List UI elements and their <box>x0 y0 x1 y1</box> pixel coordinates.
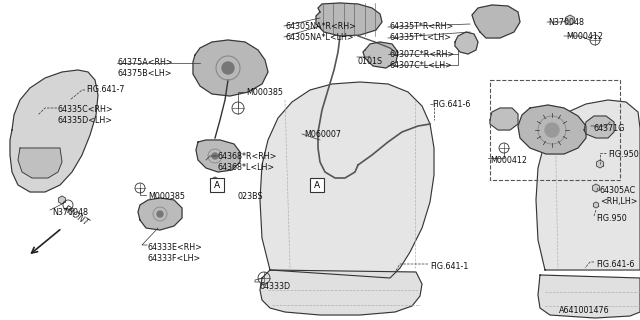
Text: N370048: N370048 <box>52 208 88 217</box>
Polygon shape <box>518 105 586 154</box>
Polygon shape <box>18 148 62 178</box>
Polygon shape <box>211 177 220 187</box>
Text: 64307C*L<LH>: 64307C*L<LH> <box>390 61 453 70</box>
Polygon shape <box>10 70 98 192</box>
Polygon shape <box>566 15 574 25</box>
Text: FIG.641-7: FIG.641-7 <box>86 85 125 94</box>
Polygon shape <box>538 275 640 318</box>
Text: FIG.950: FIG.950 <box>608 150 639 159</box>
Polygon shape <box>490 108 518 130</box>
Text: M000385: M000385 <box>246 88 283 97</box>
Text: M000412: M000412 <box>490 156 527 165</box>
Text: FIG.641-6: FIG.641-6 <box>432 100 470 109</box>
Circle shape <box>157 211 163 217</box>
Polygon shape <box>193 40 268 96</box>
Text: 64307C*R<RH>: 64307C*R<RH> <box>390 50 455 59</box>
Polygon shape <box>316 3 382 36</box>
Text: 64375A<RH>: 64375A<RH> <box>118 58 173 67</box>
Text: FRONT: FRONT <box>62 204 91 228</box>
Text: 64375B<LH>: 64375B<LH> <box>118 69 173 78</box>
Polygon shape <box>260 270 422 315</box>
Text: 0101S: 0101S <box>358 57 383 66</box>
Text: M060007: M060007 <box>304 130 341 139</box>
Text: 64333D: 64333D <box>260 282 291 291</box>
Text: 64305NA*R<RH>: 64305NA*R<RH> <box>285 22 356 31</box>
Text: 64335T*L<LH>: 64335T*L<LH> <box>390 33 452 42</box>
Text: A641001476: A641001476 <box>559 306 610 315</box>
Text: FIG.641-1: FIG.641-1 <box>430 262 468 271</box>
Text: N370048: N370048 <box>548 18 584 27</box>
Text: M000385: M000385 <box>148 192 185 201</box>
Text: 64368*L<LH>: 64368*L<LH> <box>218 163 275 172</box>
Text: 64333F<LH>: 64333F<LH> <box>148 254 201 263</box>
Text: 64333E<RH>: 64333E<RH> <box>148 243 203 252</box>
Polygon shape <box>536 100 640 270</box>
Text: FIG.641-6: FIG.641-6 <box>596 260 634 269</box>
Text: <RH,LH>: <RH,LH> <box>600 197 637 206</box>
Polygon shape <box>260 82 434 278</box>
Text: 023BS: 023BS <box>238 192 264 201</box>
Circle shape <box>222 62 234 74</box>
Circle shape <box>212 153 218 159</box>
Text: 64305AC: 64305AC <box>600 186 636 195</box>
Polygon shape <box>455 32 478 54</box>
Bar <box>310 178 324 192</box>
Polygon shape <box>363 42 398 68</box>
Polygon shape <box>138 198 182 230</box>
Text: A: A <box>314 180 320 189</box>
Text: 64335T*R<RH>: 64335T*R<RH> <box>390 22 454 31</box>
Text: M000412: M000412 <box>566 32 603 41</box>
Text: 64368*R<RH>: 64368*R<RH> <box>218 152 277 161</box>
Text: 64335C<RH>: 64335C<RH> <box>58 105 114 114</box>
Text: 64335D<LH>: 64335D<LH> <box>58 116 113 125</box>
Bar <box>490 80 620 180</box>
Polygon shape <box>196 140 240 172</box>
Polygon shape <box>593 202 598 208</box>
Polygon shape <box>472 5 520 38</box>
Polygon shape <box>593 184 600 192</box>
Text: 64371G: 64371G <box>593 124 625 133</box>
Polygon shape <box>596 160 604 168</box>
Text: 64305NA*L<LH>: 64305NA*L<LH> <box>285 33 354 42</box>
Circle shape <box>545 123 559 137</box>
Text: FIG.950: FIG.950 <box>596 214 627 223</box>
Text: A: A <box>214 180 220 189</box>
Polygon shape <box>584 116 614 138</box>
Polygon shape <box>58 196 65 204</box>
Bar <box>210 178 224 192</box>
